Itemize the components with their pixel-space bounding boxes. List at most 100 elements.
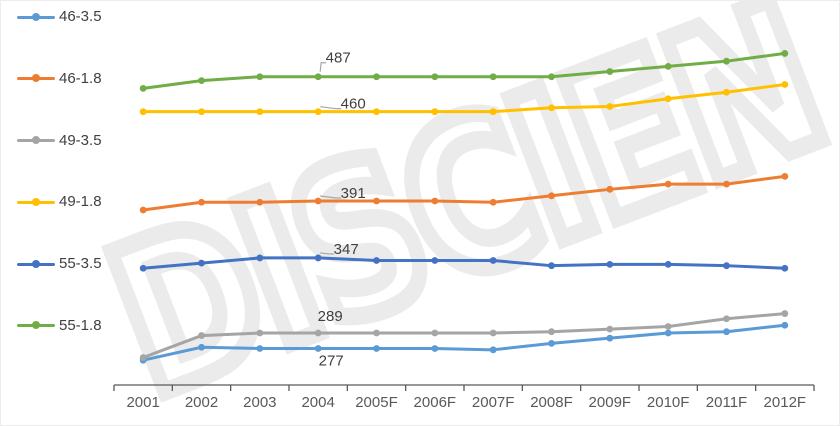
legend-line-marker-icon (17, 259, 55, 268)
data-point-55-3.5-2006F (431, 257, 439, 264)
data-point-46-1.8-2008F (548, 192, 555, 200)
data-label-leader-line (320, 252, 335, 255)
data-point-49-3.5-2012F (781, 310, 789, 317)
legend-item-55-1.8: 55-1.8 (17, 318, 102, 333)
data-point-49-1.8-2011F (723, 88, 730, 96)
legend-line-marker-icon (17, 12, 55, 21)
data-point-55-1.8-2009F (606, 68, 614, 75)
legend-label: 46-3.5 (59, 8, 102, 25)
data-label-277: 277 (319, 353, 344, 370)
data-point-55-3.5-2011F (723, 262, 730, 270)
data-label-289: 289 (318, 308, 343, 325)
data-point-49-1.8-2007F (489, 108, 497, 116)
data-point-49-3.5-2004 (314, 329, 322, 337)
data-point-46-3.5-2003 (256, 345, 264, 352)
data-label-leader-line (320, 106, 342, 110)
data-point-55-1.8-2007F (489, 73, 497, 81)
data-point-46-3.5-2006F (431, 345, 439, 352)
data-point-49-3.5-2011F (723, 315, 730, 323)
data-point-49-3.5-2003 (256, 329, 264, 337)
series-line-49-1.8 (141, 82, 787, 114)
data-point-49-1.8-2001 (139, 108, 147, 116)
data-label-487: 487 (326, 50, 351, 67)
data-point-55-1.8-2008F (548, 73, 555, 81)
x-axis-label: 2005F (355, 394, 398, 411)
data-point-46-3.5-2005F (373, 345, 380, 352)
data-point-55-1.8-2001 (139, 84, 147, 92)
data-label-leader-line (319, 62, 327, 72)
data-point-55-1.8-2002 (198, 77, 205, 84)
legend-line-marker-icon (17, 197, 55, 206)
data-point-46-3.5-2002 (198, 343, 205, 351)
data-point-49-1.8-2005F (373, 108, 380, 116)
legend-label: 46-1.8 (59, 69, 102, 87)
data-point-46-1.8-2011F (723, 180, 730, 188)
data-label-460: 460 (341, 96, 366, 113)
data-point-55-3.5-2008F (548, 262, 555, 270)
series-line-46-1.8 (141, 174, 787, 212)
x-axis-label: 2010F (647, 394, 690, 411)
data-point-49-3.5-2007F (489, 329, 497, 337)
legend-item-49-3.5: 49-3.5 (17, 133, 102, 148)
data-point-46-1.8-2012F (781, 172, 789, 180)
data-point-55-1.8-2004 (314, 73, 322, 81)
legend-line-marker-icon (17, 74, 55, 83)
legend-label: 49-3.5 (59, 131, 102, 149)
data-point-46-3.5-2004 (314, 345, 322, 352)
data-point-49-1.8-2010F (664, 95, 672, 103)
series-line-55-1.8 (141, 51, 787, 90)
series-line-46-3.5 (141, 323, 787, 362)
x-axis-label: 2006F (414, 394, 457, 411)
series-line-49-3.5 (141, 312, 787, 360)
data-point-49-3.5-2005F (373, 329, 380, 337)
data-point-49-1.8-2004 (314, 108, 322, 116)
data-point-46-3.5-2012F (781, 321, 789, 329)
data-point-46-1.8-2004 (314, 197, 322, 205)
data-point-46-3.5-2009F (606, 334, 614, 342)
x-axis-label: 2001 (126, 394, 159, 411)
data-point-49-3.5-2010F (664, 323, 672, 330)
data-point-46-1.8-2005F (373, 197, 380, 205)
data-point-46-3.5-2011F (723, 328, 730, 336)
x-axis-label: 2009F (589, 394, 632, 411)
data-point-55-3.5-2007F (489, 257, 497, 264)
data-point-46-3.5-2008F (548, 339, 555, 347)
data-point-46-1.8-2007F (489, 198, 497, 206)
data-point-55-3.5-2009F (606, 260, 614, 268)
x-axis-label: 2011F (706, 394, 747, 411)
data-point-46-1.8-2003 (256, 198, 264, 206)
legend-item-46-1.8: 46-1.8 (17, 71, 102, 86)
data-point-55-3.5-2012F (781, 264, 789, 272)
data-point-55-1.8-2005F (373, 73, 380, 81)
data-point-55-1.8-2010F (664, 62, 672, 70)
data-point-55-1.8-2011F (723, 57, 730, 65)
data-point-55-1.8-2003 (256, 73, 264, 81)
data-point-49-3.5-2001 (139, 354, 147, 361)
legend-label: 55-1.8 (59, 316, 102, 334)
data-point-46-1.8-2002 (198, 198, 205, 206)
data-point-46-1.8-2006F (431, 197, 439, 205)
data-point-55-3.5-2003 (256, 254, 264, 262)
data-point-55-1.8-2012F (781, 50, 789, 57)
legend-line-marker-icon (17, 321, 55, 330)
x-axis-label: 2004 (301, 394, 334, 411)
data-point-49-3.5-2008F (548, 328, 555, 336)
data-point-49-3.5-2006F (431, 329, 439, 337)
data-point-49-1.8-2012F (781, 81, 789, 88)
data-point-46-3.5-2007F (489, 346, 497, 354)
x-axis-label: 2012F (764, 394, 807, 411)
data-point-55-3.5-2002 (198, 259, 205, 267)
legend-line-marker-icon (17, 136, 55, 145)
data-point-49-1.8-2002 (198, 108, 205, 116)
legend-item-49-1.8: 49-1.8 (17, 194, 102, 209)
data-point-49-1.8-2008F (548, 104, 555, 112)
data-point-49-1.8-2003 (256, 108, 264, 116)
data-label-391: 391 (341, 185, 366, 202)
data-label-leader-line (320, 195, 342, 199)
data-point-49-1.8-2006F (431, 108, 439, 116)
data-label-347: 347 (334, 241, 359, 258)
x-axis-label: 2002 (185, 394, 218, 411)
data-point-46-1.8-2010F (664, 180, 672, 188)
